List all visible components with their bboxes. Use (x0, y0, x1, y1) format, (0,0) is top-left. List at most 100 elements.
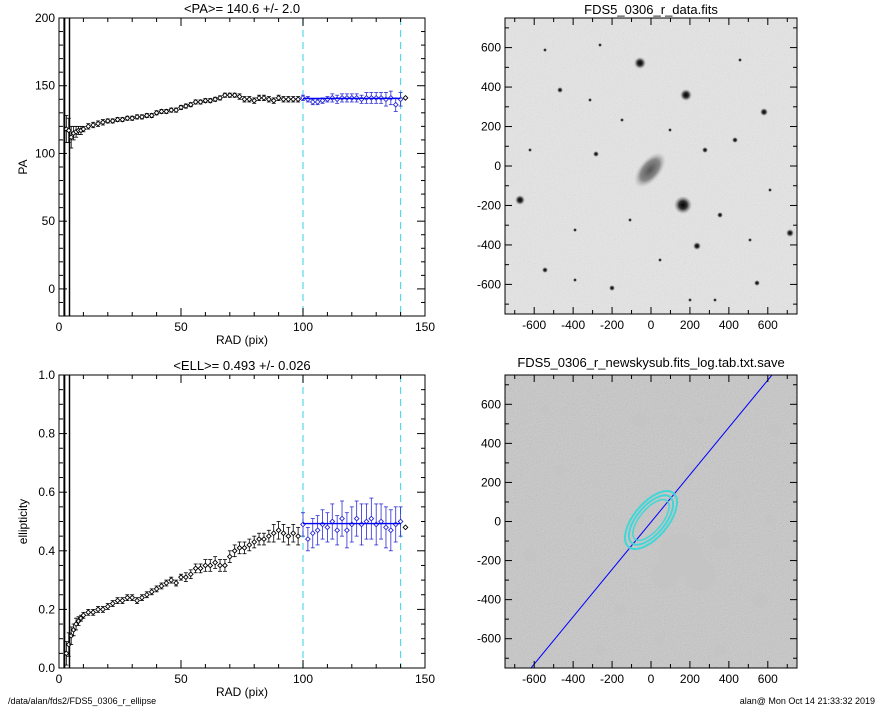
data-point (314, 99, 321, 105)
data-point (99, 119, 106, 126)
data-point (402, 94, 409, 101)
data-point (231, 547, 238, 554)
data-point (217, 562, 223, 569)
data-point (285, 96, 292, 103)
star (674, 196, 692, 214)
data-point (246, 542, 253, 548)
source-mask (769, 424, 781, 436)
data-point (265, 533, 272, 540)
star (702, 147, 708, 153)
pa-plot-title: <PA>= 140.6 +/- 2.0 (184, 1, 300, 16)
data-point (158, 583, 165, 589)
spike-band (68, 18, 71, 316)
star (738, 58, 742, 62)
data-point (85, 609, 92, 616)
data-point (168, 107, 175, 114)
pa-plot-frame (58, 17, 426, 317)
data-point (139, 594, 145, 601)
data-point (173, 107, 180, 114)
y-tick-label: 0.6 (38, 485, 55, 499)
y-tick-label: 0.2 (38, 602, 55, 616)
x-tick-label: 150 (415, 320, 435, 334)
data-point (212, 96, 219, 103)
data-point (182, 103, 189, 109)
data-point (402, 524, 409, 531)
data-point (221, 92, 228, 99)
source-mask (555, 465, 565, 475)
star (754, 280, 760, 286)
star (693, 242, 701, 250)
data-point (285, 533, 292, 540)
star (717, 212, 723, 218)
x-tick-label: 150 (415, 672, 435, 686)
star (748, 238, 752, 242)
star (760, 108, 768, 116)
data-point (207, 97, 214, 104)
data-image-panel: FDS5_0306_r_data.fits -600 -400 -200 0 200 40… (477, 2, 798, 332)
pa-plot-inner-spike (63, 18, 71, 316)
data-point (295, 96, 302, 103)
spike-band (63, 18, 66, 316)
data-point (80, 126, 87, 133)
data-point (114, 597, 121, 604)
star (609, 285, 615, 291)
star (786, 229, 794, 237)
data-point (339, 515, 345, 522)
data-point (65, 641, 72, 648)
data-point (109, 118, 116, 124)
data-point (265, 96, 272, 103)
model-image-title: FDS5_0306_r_newskysub.fits_log.tab.txt.s… (517, 355, 784, 370)
x-tick-label: 100 (293, 320, 313, 334)
data-point (324, 96, 331, 103)
data-point (270, 530, 277, 537)
data-point (178, 574, 184, 581)
star (768, 188, 772, 192)
source-mask (590, 567, 606, 583)
data-point (314, 527, 321, 534)
data-point (187, 101, 194, 108)
y-tick-label: -600 (477, 277, 501, 291)
data-point (270, 97, 277, 104)
data-point (261, 536, 267, 543)
star (713, 298, 717, 302)
data-point (119, 597, 126, 604)
data-point (168, 577, 175, 584)
data-point (275, 527, 282, 534)
star (542, 267, 548, 273)
y-tick-label: 50 (42, 214, 56, 228)
data-point (63, 650, 70, 657)
data-point (109, 600, 116, 607)
data-point (295, 533, 302, 540)
data-point (178, 104, 184, 111)
data-point (192, 565, 199, 572)
data-point (124, 115, 131, 122)
x-tick-label: -200 (600, 672, 624, 686)
y-tick-label: 200 (35, 11, 55, 25)
isophote-outer (624, 490, 678, 550)
star (557, 87, 563, 93)
data-point (65, 127, 72, 134)
y-tick-label: 200 (481, 120, 501, 134)
star (732, 137, 738, 143)
data-point (387, 527, 394, 534)
x-tick-label: -400 (561, 672, 585, 686)
source-mask (730, 490, 740, 500)
data-point (368, 515, 375, 522)
x-axis-label: RAD (pix) (216, 333, 268, 347)
x-tick-label: 50 (174, 672, 188, 686)
x-tick-label: 0 (56, 320, 63, 334)
isophote-inner (632, 498, 670, 542)
data-point (143, 112, 150, 119)
source-mask (684, 464, 696, 476)
star (528, 148, 532, 152)
data-point (70, 626, 77, 633)
data-point (358, 96, 365, 103)
data-point (148, 112, 155, 119)
data-point (158, 108, 165, 115)
y-tick-label: 1.0 (38, 368, 55, 382)
data-point (182, 574, 189, 581)
data-point (134, 597, 141, 604)
footer-file-path: /data/alan/fds2/FDS5_0306_r_ellipse (8, 696, 157, 706)
data-point (187, 571, 194, 578)
x-tick-label: 600 (758, 672, 778, 686)
